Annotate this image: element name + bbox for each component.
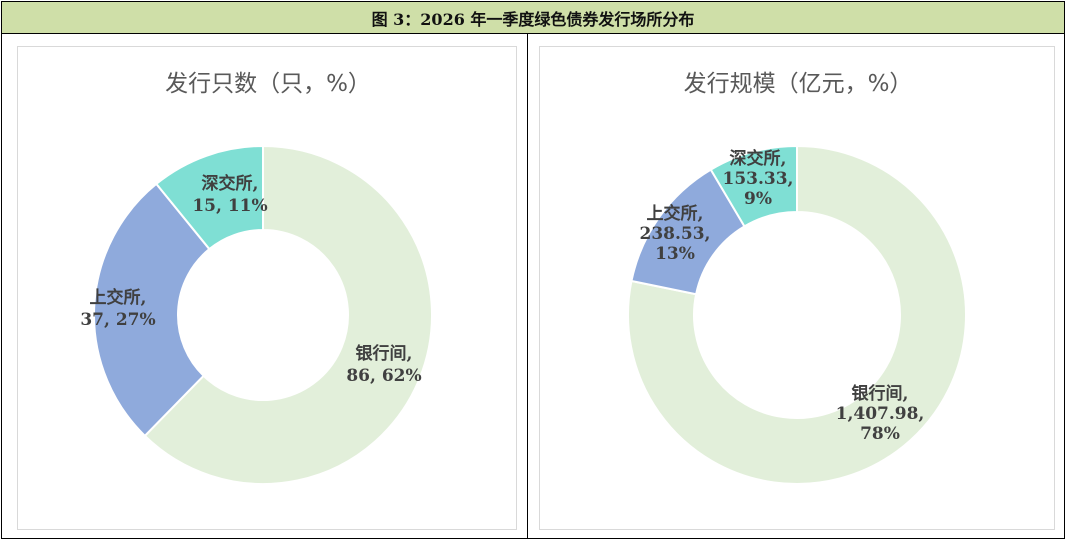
figure-title: 图 3：2026 年一季度绿色债券发行场所分布 <box>371 9 695 29</box>
chart-panel-volume: 发行规模（亿元，%） 银行间, 1,407.98, 78% 上交所, 238.53, 13%… <box>539 46 1055 530</box>
donut-slice-shanghai <box>93 182 211 438</box>
data-label-interbank: 银行间, 1,407.98, 78% <box>836 383 925 444</box>
donut-chart-count: 发行只数（只，%） 银行间, 86, 62% 上交所, 37, 27% 深交所, 15, 1… <box>80 71 433 485</box>
data-label-shenzhen: 深交所, 15, 11% <box>192 173 267 216</box>
donut-slice-interbank <box>627 144 967 485</box>
chart-panel-count: 发行只数（只，%） 银行间, 86, 62% 上交所, 37, 27% 深交所, 15, 1… <box>17 46 517 530</box>
chart-title: 发行规模（亿元，%） <box>684 71 913 97</box>
donut-slice-interbank <box>143 144 433 485</box>
donut-slice-shenzhen <box>709 144 798 228</box>
chart-title: 发行只数（只，%） <box>165 71 371 97</box>
donut-slice-shenzhen <box>154 144 264 251</box>
data-label-shenzhen: 深交所, 153.33, 9% <box>723 148 794 209</box>
data-label-shanghai: 上交所, 37, 27% <box>80 287 155 330</box>
data-label-shanghai: 上交所, 238.53, 13% <box>640 203 711 264</box>
donut-chart-volume: 发行规模（亿元，%） 银行间, 1,407.98, 78% 上交所, 238.53, 13%… <box>627 71 967 485</box>
column-divider <box>527 34 528 538</box>
data-label-interbank: 银行间, 86, 62% <box>346 343 421 386</box>
figure-header: 图 3：2026 年一季度绿色债券发行场所分布 <box>2 2 1064 34</box>
